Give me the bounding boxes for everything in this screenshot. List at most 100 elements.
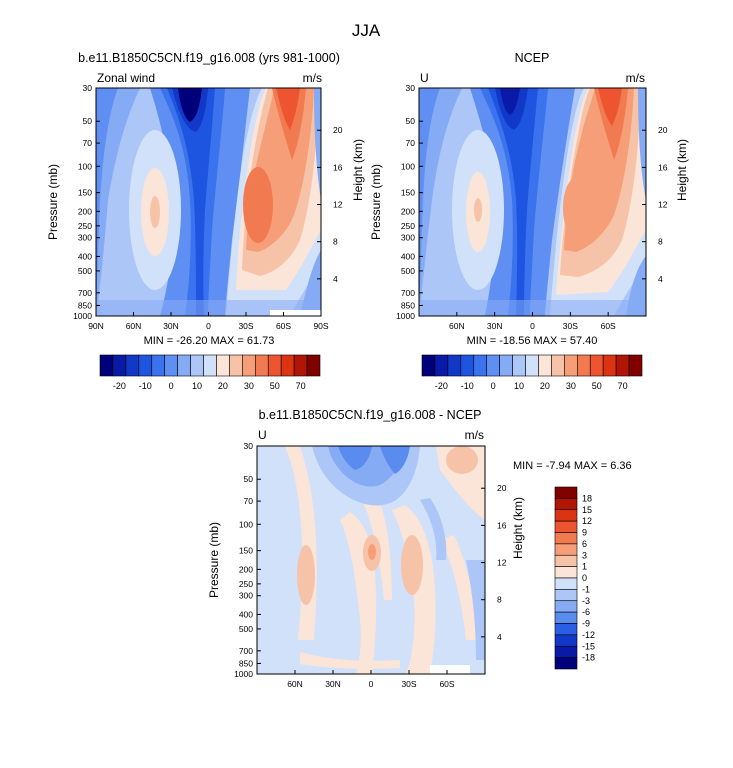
diff-ytick-label: 300 [239,591,253,601]
obs-ytick-label: 700 [401,288,415,298]
diff-colorbar-swatch [554,645,578,658]
model-colorbar-swatch [242,354,256,377]
diff-colorbar-label: 12 [582,516,592,526]
model-colorbar-label: 10 [192,381,202,391]
model-y2label: Height (km) [351,139,365,201]
obs-ytick-label: 100 [401,161,415,171]
obs-colorbar-swatch [499,354,513,377]
model-y2tick-label: 12 [333,200,343,210]
model-colorbar-swatch [138,354,153,377]
model-ytick-label: 150 [78,188,92,198]
diff-colorbar-swatch [554,589,578,602]
diff-xtick-label: 30S [401,679,416,689]
obs-y2tick-label: 8 [658,237,663,247]
diff-colorbar-label: -6 [582,607,590,617]
model-colorbar: -20 -10 0 10 20 30 50 70 [99,354,321,391]
diff-ytick-label: 250 [239,579,253,589]
diff-colorbar-swatch [554,486,578,499]
model-y2tick-label: 8 [333,237,338,247]
diff-y2tick-label: 16 [497,520,507,530]
diff-y2label: Height (km) [511,497,525,559]
obs-colorbar-label: 20 [540,381,550,391]
obs-colorbar: -20 -10 0 10 20 30 50 70 [421,354,643,391]
obs-ytick-label: 30 [406,83,416,93]
diff-colorbar-swatch [554,634,578,647]
model-ytick-label: 1000 [73,311,92,321]
diff-ytick-label: 700 [239,646,253,656]
diff-xtick-label: 30N [325,679,341,689]
obs-contour-field [419,88,646,316]
model-panel: b.e11.B1850C5CN.f19_g16.008 (yrs 981-100… [46,51,365,391]
model-colorbar-swatch [293,354,308,377]
obs-colorbar-swatch [460,354,475,377]
model-colorbar-label: 30 [244,381,254,391]
obs-ytick-label: 850 [401,300,415,310]
obs-xtick-label: 30N [487,321,503,331]
model-xtick-label: 30N [163,321,179,331]
diff-ytick-label: 100 [239,519,253,529]
model-ytick-label: 700 [78,288,92,298]
model-colorbar-swatch [125,354,140,377]
obs-colorbar-swatch [628,354,643,377]
obs-ytick-label: 200 [401,206,415,216]
model-ytick-label: 500 [78,266,92,276]
diff-colorbar-swatch [554,577,578,590]
model-colorbar-label: 0 [169,381,174,391]
diff-units-label: m/s [465,428,484,442]
diff-left-label: U [258,428,267,442]
obs-y2label: Height (km) [675,139,689,201]
model-colorbar-label: 20 [218,381,228,391]
model-colorbar-swatch [190,354,204,377]
model-contour-field [96,88,321,316]
diff-colorbar-label: 3 [582,550,587,560]
model-ytick-label: 250 [78,221,92,231]
diff-colorbar-swatch [554,600,578,613]
model-colorbar-swatch [216,354,230,377]
model-ytick-label: 70 [83,138,93,148]
diff-ytick-label: 70 [244,496,254,506]
diff-ytick-label: 150 [239,546,253,556]
model-y2tick-label: 16 [333,162,343,172]
diff-colorbar-label: -18 [582,653,595,663]
model-colorbar-swatch [99,354,114,377]
diff-colorbar-swatch [554,498,578,511]
diff-colorbar-swatch [554,657,578,670]
obs-ytick-label: 150 [401,188,415,198]
model-ytick-label: 200 [78,206,92,216]
diff-contour-field [257,446,485,674]
diff-colorbar-label: -1 [582,584,590,594]
model-colorbar-label: 70 [296,381,306,391]
model-xtick-label: 0 [206,321,211,331]
diff-panel: b.e11.B1850C5CN.f19_g16.008 - NCEP U m/s [207,408,632,689]
diff-ytick-label: 500 [239,624,253,634]
diff-xtick-label: 60N [287,679,303,689]
model-xtick-label: 90N [88,321,104,331]
diff-colorbar-label: 1 [582,562,587,572]
model-colorbar-swatch [203,354,217,377]
model-colorbar-swatch [267,354,282,377]
model-colorbar-swatch [306,354,321,377]
diff-colorbar-swatch [554,566,578,579]
obs-units-label: m/s [626,71,645,85]
obs-stats: MIN = -18.56 MAX = 57.40 [467,335,598,347]
obs-colorbar-swatch [615,354,630,377]
model-units-label: m/s [303,71,322,85]
obs-y2tick-label: 4 [658,274,663,284]
obs-colorbar-swatch [525,354,539,377]
obs-xtick-label: 60N [449,321,465,331]
diff-stats: MIN = -7.94 MAX = 6.36 [513,460,632,472]
diff-ylabel: Pressure (mb) [207,522,221,598]
model-xtick-label: 60N [126,321,142,331]
model-ytick-label: 850 [78,300,92,310]
model-colorbar-label: -10 [139,381,152,391]
diff-colorbar-swatch [554,543,578,556]
diff-colorbar-label: 6 [582,539,587,549]
obs-ytick-label: 300 [401,233,415,243]
model-xtick-label: 90S [313,321,328,331]
diff-colorbar-swatch [554,520,578,533]
obs-colorbar-label: -20 [435,381,448,391]
